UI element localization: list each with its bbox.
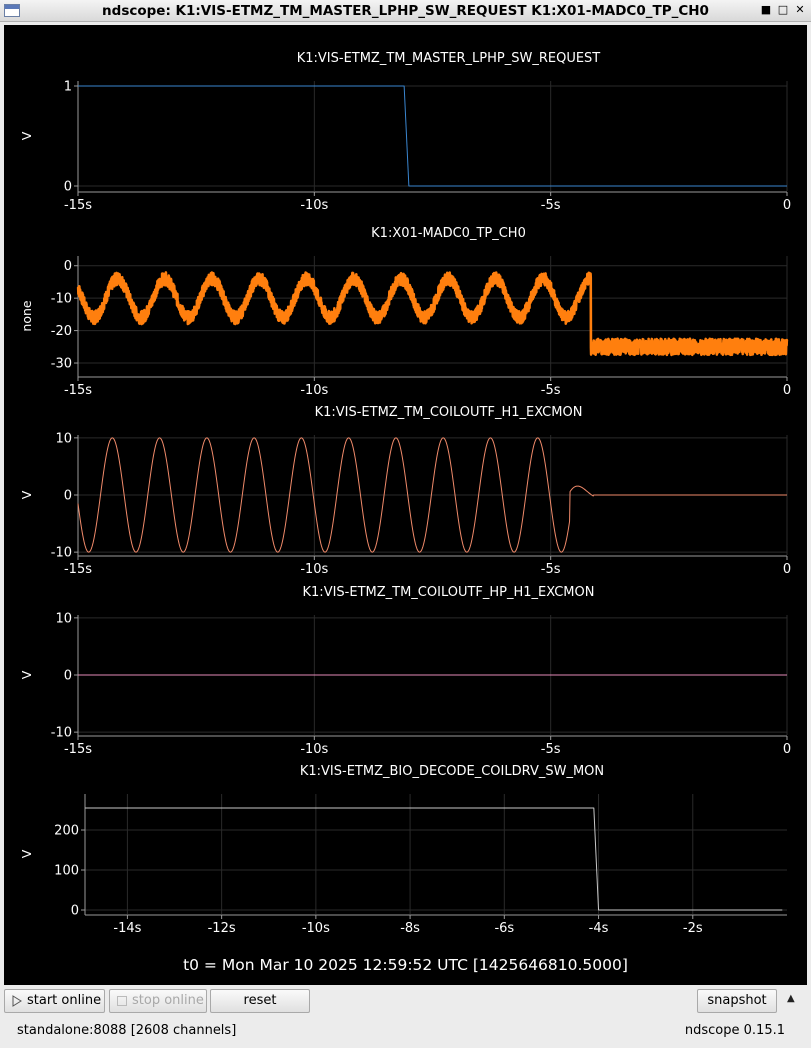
control-bar: start online stop online reset snapshot … xyxy=(0,986,811,1048)
x-tick-label: -5s xyxy=(541,198,561,213)
plot-title: K1:VIS-ETMZ_TM_MASTER_LPHP_SW_REQUEST xyxy=(297,51,601,66)
plot-title: K1:VIS-ETMZ_TM_COILOUTF_HP_H1_EXCMON xyxy=(303,585,595,600)
start-online-button[interactable]: start online xyxy=(4,989,105,1013)
window-title: ndscope: K1:VIS-ETMZ_TM_MASTER_LPHP_SW_R… xyxy=(102,3,709,19)
y-axis-label: V xyxy=(19,849,34,858)
y-tick-label: 10 xyxy=(55,611,72,626)
server-status: standalone:8088 [2608 channels] xyxy=(17,1023,237,1038)
y-tick-label: -10 xyxy=(51,726,72,741)
stop-icon xyxy=(117,996,127,1006)
x-tick-label: -8s xyxy=(400,921,420,936)
close-button[interactable]: ✕ xyxy=(795,3,805,16)
y-tick-label: -20 xyxy=(51,324,72,339)
x-tick-label: -6s xyxy=(494,921,514,936)
window-titlebar: ndscope: K1:VIS-ETMZ_TM_MASTER_LPHP_SW_R… xyxy=(0,0,811,22)
y-tick-label: 0 xyxy=(71,904,79,919)
y-tick-label: 0 xyxy=(64,259,72,274)
x-tick-label: -15s xyxy=(64,742,92,757)
x-tick-label: -14s xyxy=(113,921,141,936)
x-tick-label: -15s xyxy=(64,383,92,398)
t0-label: t0 = Mon Mar 10 2025 12:59:52 UTC [14256… xyxy=(183,956,628,974)
expand-arrow-icon[interactable]: ▲ xyxy=(787,993,795,1004)
x-tick-label: -12s xyxy=(208,921,236,936)
x-tick-label: -10s xyxy=(300,198,328,213)
y-tick-label: -30 xyxy=(51,357,72,372)
x-tick-label: -15s xyxy=(64,198,92,213)
y-tick-label: 0 xyxy=(64,669,72,684)
trace-madc xyxy=(76,271,789,357)
y-tick-label: 0 xyxy=(64,489,72,504)
y-tick-label: 1 xyxy=(64,80,72,95)
maximize-button[interactable]: □ xyxy=(777,3,789,16)
y-tick-label: 100 xyxy=(54,864,79,879)
x-tick-label: -5s xyxy=(541,562,561,577)
stop-online-button[interactable]: stop online xyxy=(109,989,207,1013)
y-tick-label: 200 xyxy=(54,824,79,839)
x-tick-label: 0 xyxy=(783,198,791,213)
minimize-button[interactable]: ■ xyxy=(760,3,772,16)
x-tick-label: -15s xyxy=(64,562,92,577)
y-axis-label: none xyxy=(19,300,34,331)
x-tick-label: -5s xyxy=(541,742,561,757)
trace-switch-request xyxy=(78,85,787,187)
plots-svg[interactable]: K1:VIS-ETMZ_TM_MASTER_LPHP_SW_REQUESTV10… xyxy=(4,25,807,985)
trace-coilout xyxy=(77,437,788,553)
plot-title: K1:X01-MADC0_TP_CH0 xyxy=(371,226,526,241)
x-tick-label: 0 xyxy=(783,383,791,398)
x-tick-label: -2s xyxy=(683,921,703,936)
play-icon xyxy=(12,995,22,1007)
x-tick-label: -10s xyxy=(302,921,330,936)
x-tick-label: -4s xyxy=(589,921,609,936)
x-tick-label: -5s xyxy=(541,383,561,398)
app-icon xyxy=(4,4,20,17)
x-tick-label: -10s xyxy=(300,742,328,757)
plot-title: K1:VIS-ETMZ_BIO_DECODE_COILDRV_SW_MON xyxy=(300,764,604,779)
snapshot-button[interactable]: snapshot xyxy=(697,989,777,1013)
reset-button[interactable]: reset xyxy=(210,989,310,1013)
plot-area[interactable]: K1:VIS-ETMZ_TM_MASTER_LPHP_SW_REQUEST V 1 0… xyxy=(4,25,807,985)
plot-title: K1:VIS-ETMZ_TM_COILOUTF_H1_EXCMON xyxy=(315,405,583,420)
y-axis-label: V xyxy=(19,490,34,499)
x-tick-label: -10s xyxy=(300,562,328,577)
y-tick-label: -10 xyxy=(51,292,72,307)
x-tick-label: 0 xyxy=(783,742,791,757)
y-tick-label: 10 xyxy=(55,431,72,446)
y-tick-label: -10 xyxy=(51,546,72,561)
y-axis-label: V xyxy=(19,131,34,140)
x-tick-label: 0 xyxy=(783,562,791,577)
trace-coildrv xyxy=(85,807,783,911)
x-tick-label: -10s xyxy=(300,383,328,398)
y-tick-label: 0 xyxy=(64,180,72,195)
version-label: ndscope 0.15.1 xyxy=(684,1023,785,1038)
y-axis-label: V xyxy=(19,670,34,679)
